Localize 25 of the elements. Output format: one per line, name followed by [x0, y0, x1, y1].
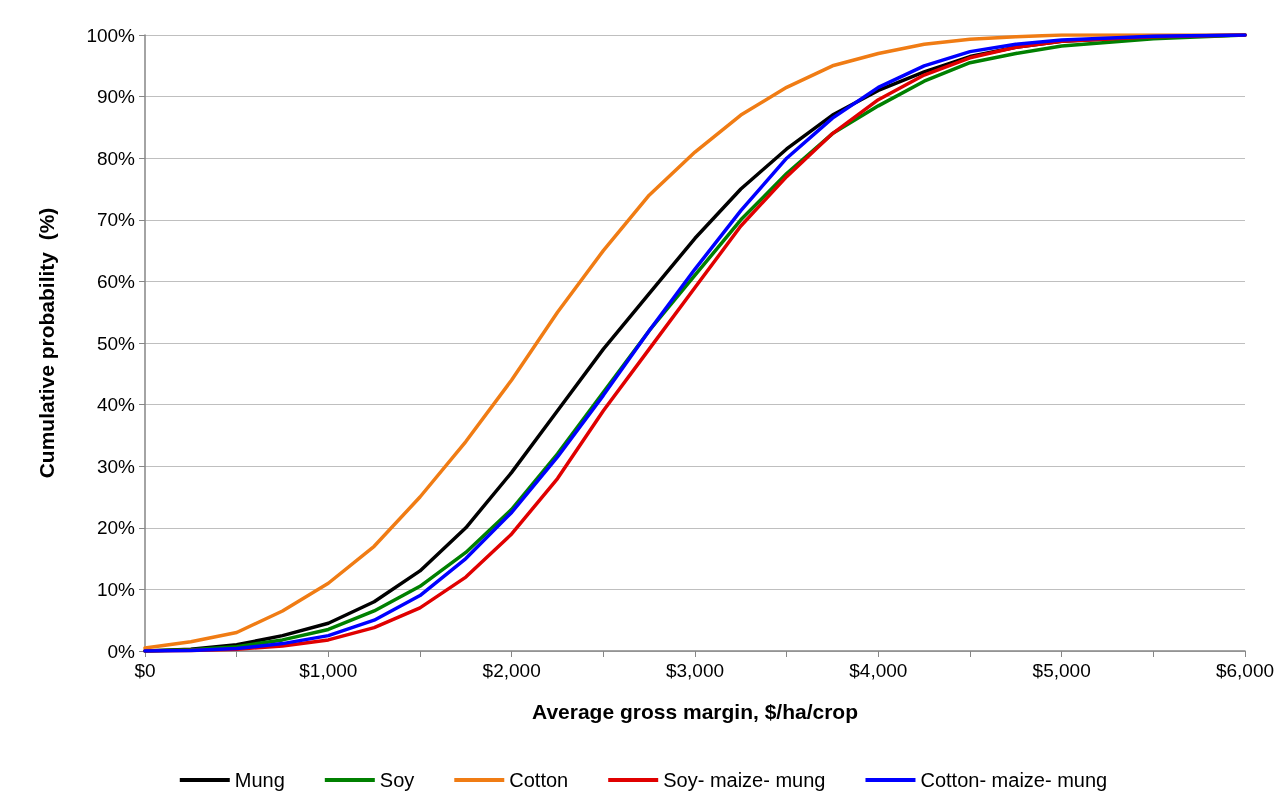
- legend-label: Cotton: [509, 769, 569, 791]
- legend-label: Soy: [379, 769, 415, 791]
- x-tick-label: $3,000: [665, 660, 725, 681]
- x-tick-label: $2,000: [482, 660, 541, 681]
- x-axis-title: Average gross margin, $/ha/crop: [531, 700, 859, 723]
- y-tick-label: 10%: [96, 578, 136, 600]
- legend-label: Mung: [234, 769, 285, 791]
- x-tick-label: $0: [134, 660, 156, 681]
- x-tick-label: $5,000: [1032, 660, 1091, 681]
- x-tick-label: $4,000: [849, 660, 908, 681]
- legend-label: Cotton- maize- mung: [920, 769, 1108, 791]
- y-tick-label: 60%: [96, 270, 136, 292]
- y-tick-label: 20%: [96, 517, 136, 539]
- y-tick-label: 30%: [96, 455, 136, 477]
- x-tick-label: $1,000: [299, 660, 358, 681]
- y-tick-label: 0%: [107, 640, 136, 662]
- y-tick-label: 80%: [96, 147, 136, 169]
- x-tick-label: $6,000: [1215, 660, 1275, 681]
- y-tick-label: 90%: [96, 86, 136, 108]
- y-tick-label: 100%: [86, 24, 136, 46]
- y-tick-label: 40%: [96, 394, 136, 416]
- y-axis-title: Cumulative probability (%): [35, 207, 58, 479]
- y-tick-label: 50%: [96, 332, 136, 354]
- y-tick-label: 70%: [96, 209, 136, 231]
- legend-label: Soy- maize- mung: [663, 769, 826, 791]
